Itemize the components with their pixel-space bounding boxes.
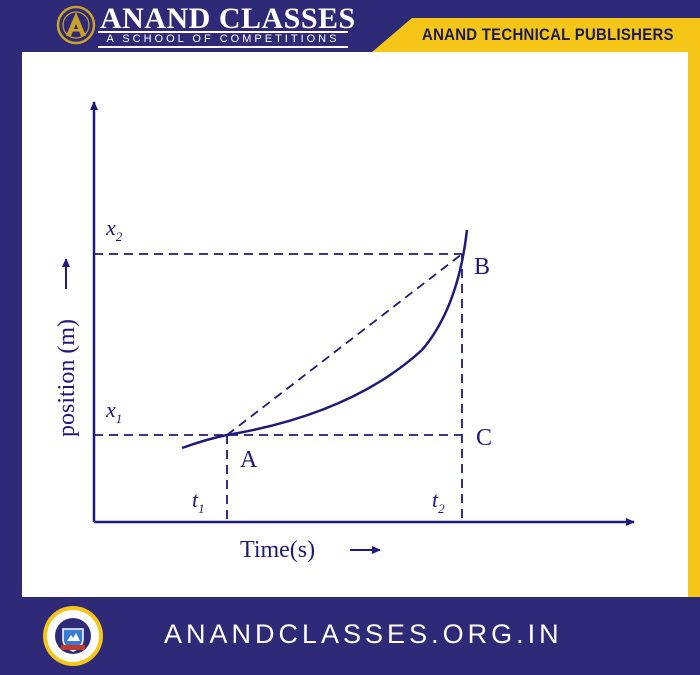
publisher-banner: ANAND TECHNICAL PUBLISHERS bbox=[372, 18, 700, 52]
y-axis-label: position (m) bbox=[54, 319, 80, 437]
y-axis-title: position (m) bbox=[54, 258, 80, 437]
point-a-label: A bbox=[240, 447, 258, 473]
point-b-label: B bbox=[474, 254, 490, 280]
anand-classes-crest-icon bbox=[43, 606, 103, 666]
point-c-label: C bbox=[476, 425, 492, 451]
t2-label: t2 bbox=[432, 487, 445, 516]
footer-band: ANANDCLASSES.ORG.IN bbox=[0, 597, 700, 675]
secant-line-ab bbox=[226, 253, 463, 436]
header-brand-band: ANAND CLASSES A SCHOOL OF COMPETITIONS bbox=[0, 0, 420, 52]
t1-label: t1 bbox=[192, 487, 205, 516]
brand-title: ANAND CLASSES bbox=[100, 2, 356, 35]
diagram-panel: x2 x1 t1 t2 A B C position (m) Time(s) bbox=[22, 52, 688, 597]
position-time-curve bbox=[181, 229, 469, 450]
x1-label: x1 bbox=[105, 397, 122, 426]
footer-website-url[interactable]: ANANDCLASSES.ORG.IN bbox=[164, 619, 563, 649]
publisher-name: ANAND TECHNICAL PUBLISHERS bbox=[422, 25, 674, 44]
anand-classes-logo-icon bbox=[56, 5, 96, 45]
x-axis-label: Time(s) bbox=[240, 537, 315, 563]
brand-subtitle: A SCHOOL OF COMPETITIONS bbox=[98, 31, 348, 48]
x2-label: x2 bbox=[105, 215, 123, 244]
position-time-diagram: x2 x1 t1 t2 A B C position (m) Time(s) bbox=[54, 101, 635, 563]
accent-strip bbox=[688, 52, 700, 597]
